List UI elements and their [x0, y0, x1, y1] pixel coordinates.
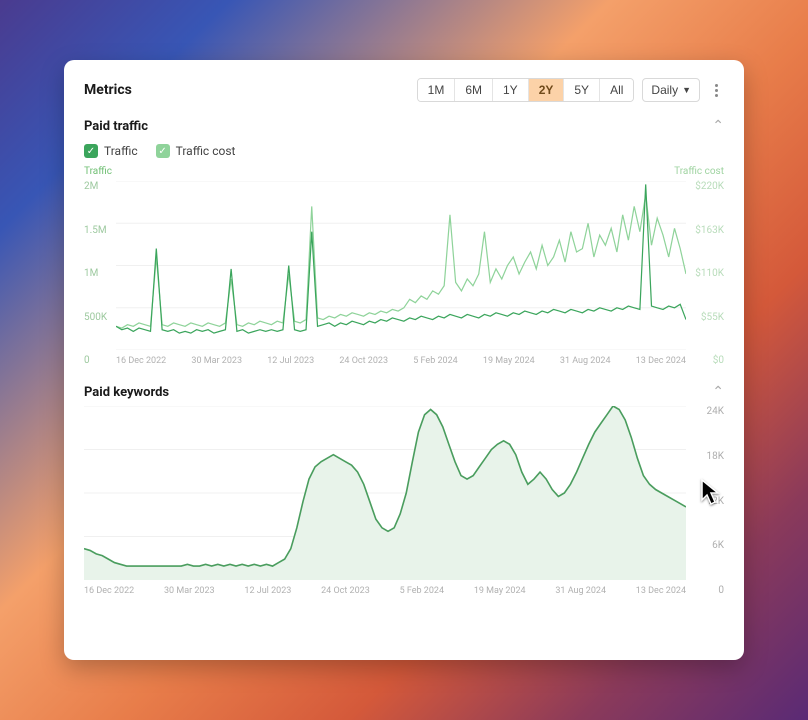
tick-label: $163K [695, 225, 724, 236]
x-axis-labels-traffic: 16 Dec 2022 30 Mar 2023 12 Jul 2023 24 Oct … [116, 356, 686, 366]
keywords-plot-area [84, 406, 686, 580]
range-5y[interactable]: 5Y [564, 79, 600, 101]
range-1y[interactable]: 1Y [493, 79, 529, 101]
range-all[interactable]: All [600, 79, 633, 101]
range-6m[interactable]: 6M [455, 79, 493, 101]
legend-label: Traffic cost [176, 144, 236, 158]
tick-label: $110K [695, 268, 724, 279]
traffic-plot-area [116, 181, 686, 350]
tick-label: 1.5M [84, 225, 107, 236]
paid-traffic-chart: 2M 1.5M 1M 500K 0 $220K $163K $110K $55K $0 16 D… [84, 181, 724, 366]
time-range-group: 1M6M1Y2Y5YAll [417, 78, 635, 102]
tick-label: 12K [706, 496, 724, 507]
tick-label: $55K [701, 312, 724, 323]
panel-title: Metrics [84, 82, 132, 98]
axis-labels-row: Traffic Traffic cost [84, 166, 724, 177]
tick-label: 6K [712, 540, 724, 551]
y-right-ticks-keywords: 24K 18K 12K 6K 0 [706, 406, 724, 596]
x-tick-label: 30 Mar 2023 [191, 356, 242, 366]
x-tick-label: 19 May 2024 [483, 356, 535, 366]
metrics-panel: Metrics 1M6M1Y2Y5YAll Daily ▼ Paid traff… [64, 60, 744, 660]
x-tick-label: 12 Jul 2023 [244, 586, 291, 596]
collapse-traffic-icon[interactable]: ⌃ [712, 118, 724, 134]
checkbox-icon: ✓ [84, 144, 98, 158]
tick-label: 1M [84, 268, 98, 279]
paid-keywords-header: Paid keywords ⌃ [84, 384, 724, 400]
x-tick-label: 16 Dec 2022 [116, 356, 166, 366]
paid-keywords-chart: 24K 18K 12K 6K 0 16 Dec 2022 30 Mar 2023 12 Ju… [84, 406, 724, 596]
x-tick-label: 19 May 2024 [474, 586, 526, 596]
x-tick-label: 5 Feb 2024 [413, 356, 457, 366]
y-left-ticks: 2M 1.5M 1M 500K 0 [84, 181, 107, 366]
x-tick-label: 5 Feb 2024 [400, 586, 444, 596]
granularity-dropdown[interactable]: Daily ▼ [642, 78, 700, 102]
tick-label: $220K [695, 181, 724, 192]
tick-label: 24K [706, 406, 724, 417]
y-right-ticks: $220K $163K $110K $55K $0 [695, 181, 724, 366]
legend-label: Traffic [104, 144, 138, 158]
paid-traffic-header: Paid traffic ⌃ [84, 118, 724, 134]
x-tick-label: 16 Dec 2022 [84, 586, 134, 596]
legend-traffic[interactable]: ✓ Traffic [84, 144, 138, 158]
paid-keywords-title: Paid keywords [84, 385, 169, 400]
tick-label: 0 [84, 355, 90, 366]
tick-label: $0 [713, 355, 724, 366]
x-tick-label: 24 Oct 2023 [321, 586, 370, 596]
tick-label: 0 [718, 585, 724, 596]
range-1m[interactable]: 1M [418, 79, 456, 101]
x-tick-label: 24 Oct 2023 [339, 356, 388, 366]
paid-traffic-legend: ✓ Traffic ✓ Traffic cost [84, 144, 724, 158]
more-menu-icon[interactable] [708, 84, 724, 97]
x-tick-label: 31 Aug 2024 [555, 586, 606, 596]
x-axis-labels-keywords: 16 Dec 2022 30 Mar 2023 12 Jul 2023 24 Oct … [84, 586, 686, 596]
tick-label: 500K [84, 312, 107, 323]
collapse-keywords-icon[interactable]: ⌃ [712, 384, 724, 400]
granularity-label: Daily [651, 83, 678, 97]
header-controls: 1M6M1Y2Y5YAll Daily ▼ [417, 78, 724, 102]
caret-down-icon: ▼ [682, 85, 691, 95]
x-tick-label: 13 Dec 2024 [636, 586, 686, 596]
x-tick-label: 30 Mar 2023 [164, 586, 215, 596]
range-2y[interactable]: 2Y [529, 79, 565, 101]
x-tick-label: 13 Dec 2024 [636, 356, 686, 366]
checkbox-icon: ✓ [156, 144, 170, 158]
x-tick-label: 12 Jul 2023 [267, 356, 314, 366]
y-left-axis-label: Traffic [84, 166, 112, 177]
x-tick-label: 31 Aug 2024 [560, 356, 611, 366]
y-right-axis-label: Traffic cost [674, 166, 724, 177]
tick-label: 18K [706, 451, 724, 462]
legend-traffic-cost[interactable]: ✓ Traffic cost [156, 144, 236, 158]
tick-label: 2M [84, 181, 98, 192]
paid-traffic-title: Paid traffic [84, 119, 148, 134]
panel-header: Metrics 1M6M1Y2Y5YAll Daily ▼ [84, 76, 724, 104]
